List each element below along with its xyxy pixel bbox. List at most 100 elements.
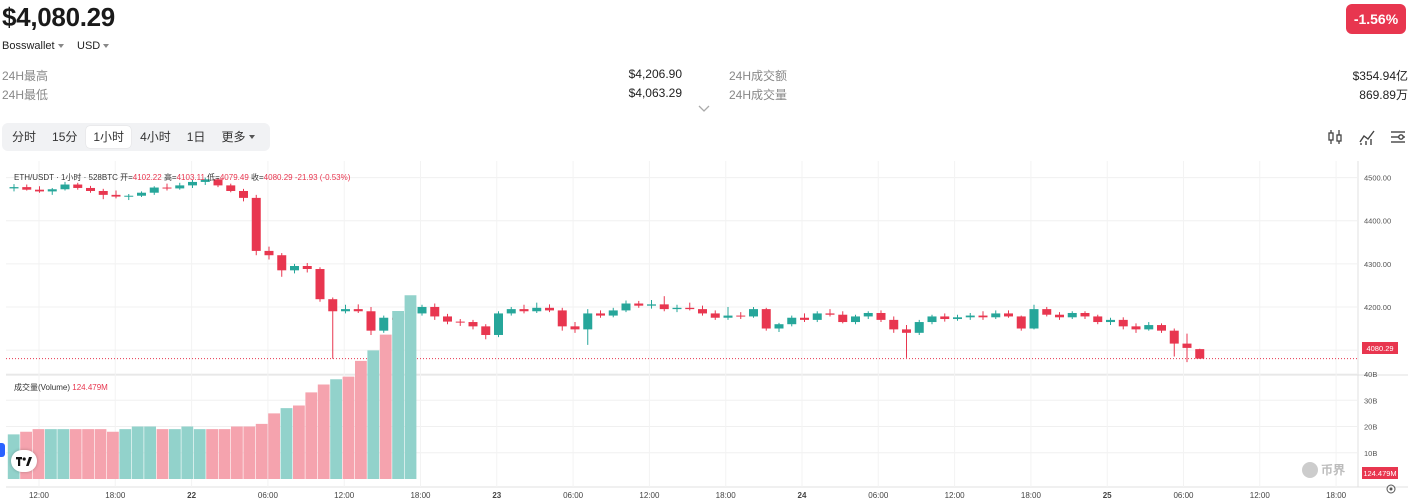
candle-body bbox=[1131, 326, 1141, 330]
tab-4hour[interactable]: 4小时 bbox=[133, 126, 178, 148]
volume-tick-label: 20B bbox=[1364, 423, 1377, 432]
current-price: $4,080.29 bbox=[2, 2, 115, 32]
tab-label: 4小时 bbox=[140, 130, 171, 144]
exchange-select[interactable]: Bosswallet bbox=[2, 40, 64, 52]
turnover-label: 24H成交额 bbox=[729, 69, 788, 83]
candle-body bbox=[47, 189, 57, 192]
volume-tick-label: 10B bbox=[1364, 449, 1377, 458]
candle-body bbox=[557, 310, 567, 327]
interval-tabs: 分时 15分 1小时 4小时 1日 更多 bbox=[2, 123, 270, 151]
time-tick-label: 18:00 bbox=[1021, 491, 1042, 498]
candle-body bbox=[647, 304, 656, 306]
candle-body bbox=[98, 190, 108, 195]
volume-bar bbox=[367, 350, 380, 479]
tab-time[interactable]: 分时 bbox=[5, 126, 43, 148]
legend-low: 4079.49 bbox=[219, 173, 249, 182]
candle-body bbox=[710, 313, 720, 318]
candle-body bbox=[659, 304, 669, 310]
legend-open-label: 开= bbox=[120, 173, 133, 182]
candle-body bbox=[1118, 319, 1128, 327]
candle-body bbox=[455, 321, 465, 323]
candle-body bbox=[876, 312, 886, 320]
exchange-select-label: Bosswallet bbox=[2, 40, 55, 52]
indicator-icon[interactable] bbox=[1358, 128, 1376, 146]
volume-bar bbox=[317, 384, 330, 479]
candle-body bbox=[239, 190, 248, 198]
legend-symbol: ETH/USDT · 1小时 · 528BTC bbox=[14, 173, 118, 182]
candle-body bbox=[251, 197, 261, 251]
candle-body bbox=[137, 192, 146, 196]
candle-body bbox=[200, 179, 210, 182]
candle-body bbox=[506, 309, 516, 314]
candlestick-icon[interactable] bbox=[1326, 128, 1344, 146]
price-tick-label: 4300.00 bbox=[1364, 260, 1391, 269]
tab-label: 1日 bbox=[186, 130, 206, 144]
tab-1hour[interactable]: 1小时 bbox=[86, 126, 132, 148]
chevron-down-icon bbox=[57, 44, 64, 48]
tab-1day[interactable]: 1日 bbox=[180, 126, 213, 148]
tab-more[interactable]: 更多 bbox=[214, 126, 262, 148]
tab-label: 更多 bbox=[221, 130, 246, 144]
candle-body bbox=[672, 307, 682, 310]
scroll-handle[interactable] bbox=[0, 443, 5, 457]
volume-bar bbox=[231, 426, 243, 479]
time-tick-label: 24 bbox=[798, 491, 807, 498]
time-tick-label: 12:00 bbox=[1250, 491, 1271, 498]
settings-icon[interactable] bbox=[1389, 128, 1407, 146]
time-tick-label: 18:00 bbox=[716, 491, 737, 498]
time-tick-label: 18:00 bbox=[410, 491, 431, 498]
candle-body bbox=[825, 313, 835, 315]
candle-body bbox=[379, 317, 389, 331]
candle-body bbox=[812, 313, 822, 320]
chart-container[interactable]: 12:00 18:00 22 06:00 12:00 18:00 23 06:00 12:00 1… bbox=[0, 161, 1408, 500]
low-label: 24H最低 bbox=[2, 88, 49, 102]
candle-body bbox=[800, 317, 809, 320]
legend-low-label: 低= bbox=[207, 173, 220, 182]
candlestick-chart[interactable]: 12:00 18:00 22 06:00 12:00 18:00 23 06:00 12:00 1… bbox=[6, 161, 1408, 500]
candle-body bbox=[111, 194, 121, 197]
candle-body bbox=[1029, 309, 1039, 329]
volume-bar bbox=[45, 429, 57, 479]
time-tick-label: 06:00 bbox=[1173, 491, 1194, 498]
last-price-tag: 4080.29 bbox=[1362, 342, 1398, 354]
candle-body bbox=[1004, 313, 1013, 317]
candle-body bbox=[481, 326, 491, 335]
candle-body bbox=[315, 269, 325, 300]
volume-bar bbox=[392, 311, 404, 479]
candle-body bbox=[1144, 325, 1154, 330]
volume-bar bbox=[243, 426, 256, 479]
tab-15min[interactable]: 15分 bbox=[45, 126, 84, 148]
settings-gear-icon[interactable] bbox=[1385, 483, 1397, 495]
time-tick-label: 25 bbox=[1103, 491, 1112, 498]
candle-body bbox=[634, 303, 644, 306]
price-tick-label: 4200.00 bbox=[1364, 303, 1391, 312]
volume-bar bbox=[144, 426, 156, 479]
chevron-down-icon bbox=[249, 135, 256, 139]
low-value: $4,063.29 bbox=[628, 86, 682, 100]
volume-bar bbox=[119, 429, 132, 479]
volume-bar bbox=[305, 392, 318, 479]
candle-body bbox=[596, 313, 605, 316]
volume-bar bbox=[156, 429, 169, 479]
volume-bar bbox=[57, 429, 70, 479]
candle-body bbox=[965, 315, 975, 318]
candle-body bbox=[162, 187, 172, 189]
time-tick-label: 06:00 bbox=[868, 491, 889, 498]
candle-body bbox=[863, 312, 873, 317]
candle-body bbox=[1106, 319, 1115, 323]
volume-legend: 成交量(Volume) 124.479M bbox=[14, 382, 108, 393]
candle-body bbox=[519, 309, 529, 312]
candle-body bbox=[621, 303, 631, 311]
candle-body bbox=[532, 307, 542, 312]
candle-body bbox=[341, 309, 350, 312]
volume-bar bbox=[32, 429, 45, 479]
expand-chevron-icon[interactable] bbox=[697, 104, 711, 114]
candle-body bbox=[583, 313, 593, 330]
currency-select[interactable]: USD bbox=[77, 40, 110, 52]
high-label: 24H最高 bbox=[2, 69, 49, 83]
time-tick-label: 22 bbox=[187, 491, 196, 498]
legend-close-label: 收= bbox=[251, 173, 264, 182]
time-tick-label: 18:00 bbox=[1326, 491, 1347, 498]
tradingview-logo[interactable] bbox=[11, 450, 37, 472]
candle-body bbox=[417, 306, 427, 314]
